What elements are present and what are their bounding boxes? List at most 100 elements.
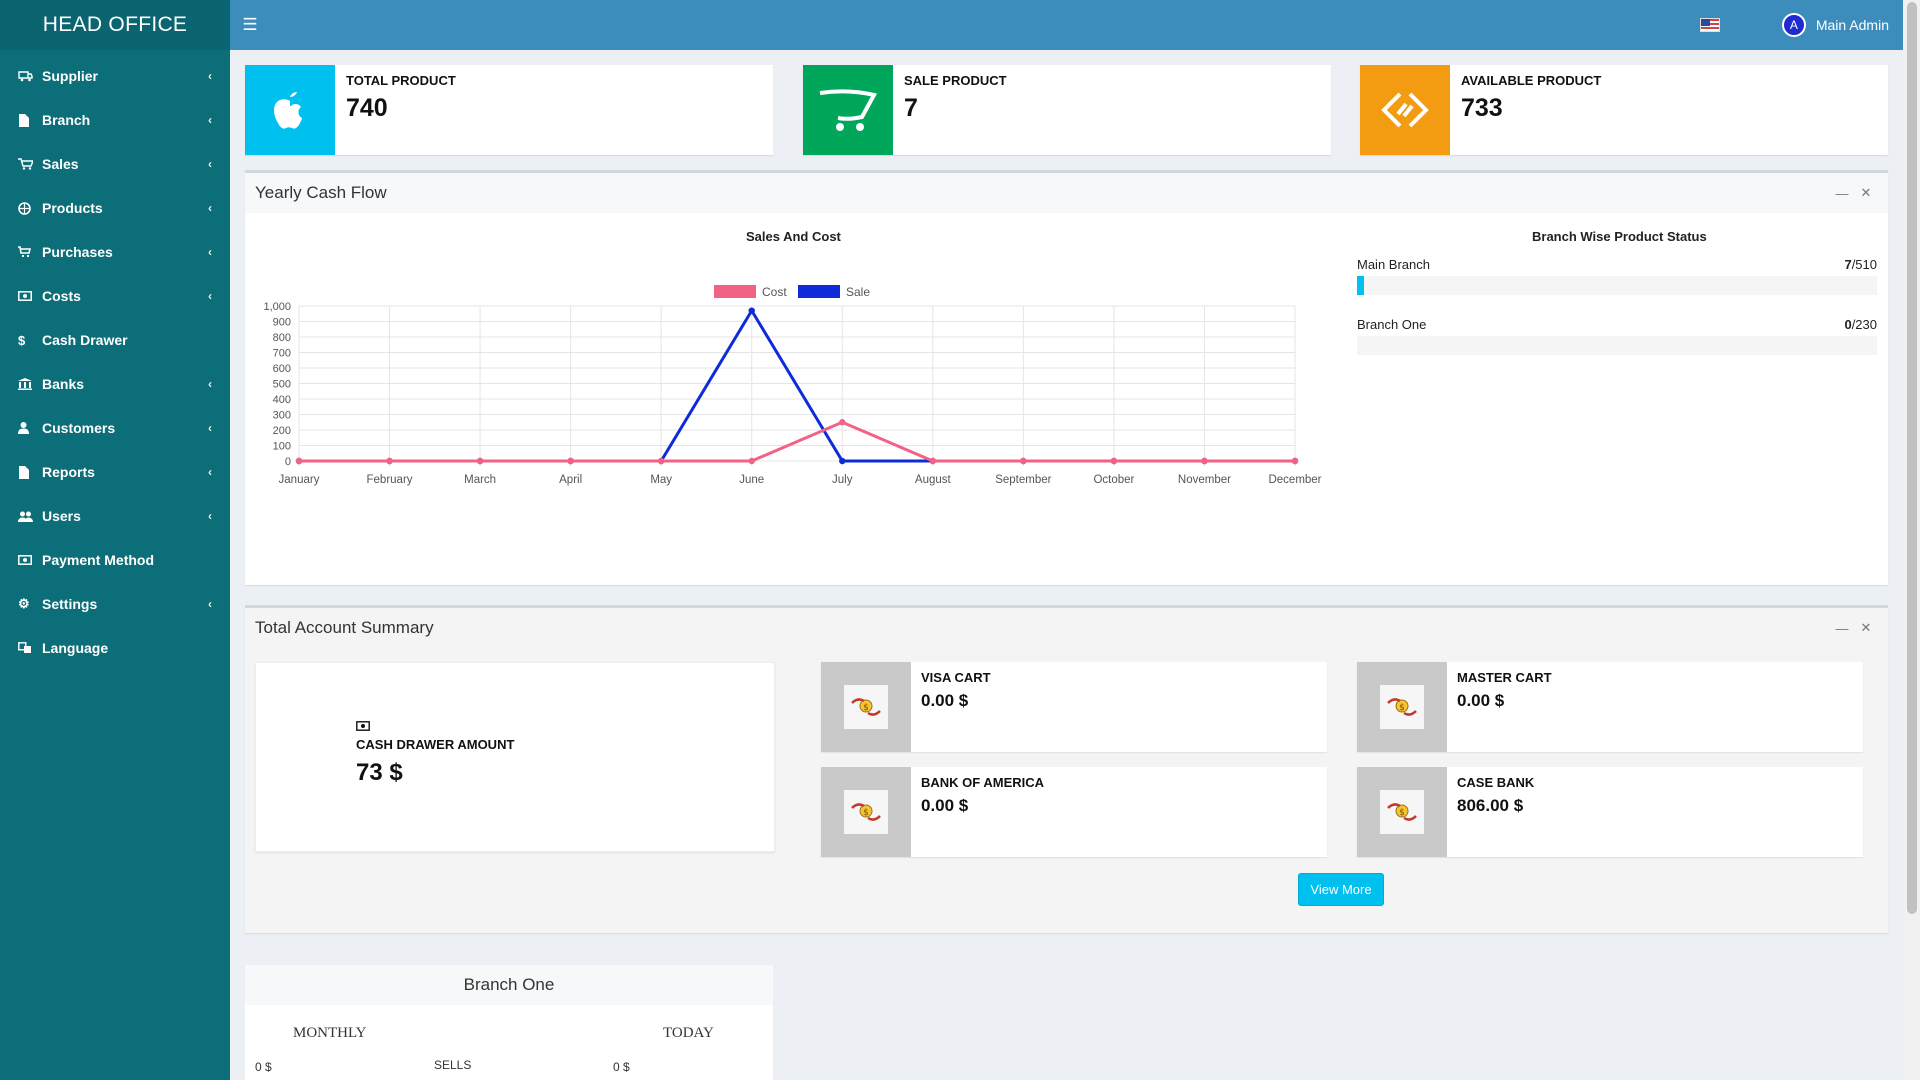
account-card-bank-of-america: $ BANK OF AMERICA 0.00 $ <box>821 767 1327 857</box>
top-navbar: ☰ A Main Admin <box>230 0 1903 50</box>
cash-drawer-label: CASH DRAWER AMOUNT <box>356 737 515 752</box>
collapse-icon[interactable]: — <box>1835 185 1849 201</box>
branch-progress-one: Branch One 0/230 <box>1357 317 1877 355</box>
branch-progress-main: Main Branch 7/510 <box>1357 257 1877 295</box>
sidebar-item-cash-drawer[interactable]: $ Cash Drawer <box>0 318 230 362</box>
sidebar-item-label: Products <box>42 200 103 216</box>
y-tick-label: 900 <box>273 317 291 329</box>
chevron-left-icon: ‹ <box>208 69 212 83</box>
chevron-left-icon: ‹ <box>208 157 212 171</box>
us-flag-icon[interactable] <box>1699 18 1720 32</box>
sidebar-item-products[interactable]: Products ‹ <box>0 186 230 230</box>
box-title: Yearly Cash Flow <box>255 183 387 202</box>
sidebar-item-label: Banks <box>42 376 85 392</box>
app-logo[interactable]: HEAD OFFICE <box>0 0 230 50</box>
scrollbar-thumb[interactable] <box>1907 2 1917 914</box>
sidebar-item-label: Reports <box>42 464 95 480</box>
sidebar-item-reports[interactable]: Reports ‹ <box>0 450 230 494</box>
series-line-sale <box>299 307 1295 463</box>
stat-value: 733 <box>1461 94 1503 122</box>
x-tick-label: November <box>1178 474 1231 486</box>
chevron-left-icon: ‹ <box>208 289 212 303</box>
money-icon <box>18 555 40 565</box>
x-tick-label: July <box>832 474 853 486</box>
sidebar-item-label: Cash Drawer <box>42 332 128 348</box>
y-tick-label: 0 <box>285 456 291 468</box>
money-hand-icon: $ <box>1380 790 1424 834</box>
y-tick-label: 400 <box>273 394 291 406</box>
data-point-cost <box>1201 457 1208 465</box>
legend-swatch <box>714 285 756 298</box>
bank-icon <box>18 378 40 390</box>
x-tick-label: October <box>1093 474 1134 486</box>
y-tick-label: 300 <box>273 410 291 422</box>
sidebar-item-users[interactable]: Users ‹ <box>0 494 230 538</box>
sells-label: SELLS <box>434 1058 472 1072</box>
sidebar-item-sales[interactable]: Sales ‹ <box>0 142 230 186</box>
globe-icon <box>18 201 40 215</box>
account-card-case-bank: $ CASE BANK 806.00 $ <box>1357 767 1863 857</box>
x-tick-label: December <box>1268 474 1321 486</box>
account-balance: 0.00 $ <box>921 691 969 710</box>
close-icon[interactable]: ✕ <box>1860 620 1872 635</box>
x-tick-label: March <box>464 474 496 486</box>
branch-sold: 0 <box>1844 317 1852 332</box>
account-balance: 0.00 $ <box>1457 691 1505 710</box>
page-scrollbar[interactable] <box>1903 0 1920 1080</box>
view-more-button[interactable]: View More <box>1298 873 1384 906</box>
users-icon <box>18 511 40 522</box>
branch-name: Branch One <box>1357 317 1427 332</box>
branch-name: Main Branch <box>1357 257 1430 272</box>
money-hand-icon: $ <box>1380 685 1424 729</box>
y-tick-label: 600 <box>273 363 291 375</box>
svg-text:$: $ <box>863 808 869 818</box>
sidebar-item-purchases[interactable]: Purchases ‹ <box>0 230 230 274</box>
branch-one-card: Branch One MONTHLY TODAY 0 $ SELLS 0 $ <box>245 965 773 1080</box>
branch-total: /510 <box>1851 257 1877 272</box>
close-icon[interactable]: ✕ <box>1860 185 1872 200</box>
x-tick-label: September <box>995 474 1051 486</box>
sidebar-item-label: Costs <box>42 288 81 304</box>
cash-drawer-card: CASH DRAWER AMOUNT 73 $ <box>255 662 775 852</box>
truck-icon <box>18 70 40 82</box>
today-label: TODAY <box>663 1025 714 1041</box>
chevron-left-icon: ‹ <box>208 509 212 523</box>
sidebar-item-branch[interactable]: Branch ‹ <box>0 98 230 142</box>
collapse-icon[interactable]: — <box>1835 620 1849 636</box>
sidebar-item-label: Supplier <box>42 68 99 84</box>
x-tick-label: June <box>739 474 764 486</box>
sidebar-item-banks[interactable]: Banks ‹ <box>0 362 230 406</box>
data-point-cost <box>748 457 755 465</box>
data-point-sale <box>748 307 755 314</box>
sidebar-item-label: Language <box>42 640 109 656</box>
data-point-cost <box>386 457 393 465</box>
dollar-icon: $ <box>18 332 26 348</box>
stat-value: 740 <box>346 94 388 122</box>
sidebar: HEAD OFFICE Supplier ‹ Branch ‹ Sales ‹ … <box>0 0 230 1080</box>
stat-value: 7 <box>904 94 918 122</box>
account-name: MASTER CART <box>1457 670 1552 685</box>
sidebar-item-supplier[interactable]: Supplier ‹ <box>0 54 230 98</box>
user-name: Main Admin <box>1815 17 1889 33</box>
sidebar-item-costs[interactable]: Costs ‹ <box>0 274 230 318</box>
file-icon <box>18 465 40 479</box>
stat-title: SALE PRODUCT <box>904 73 1007 88</box>
language-icon <box>18 642 40 654</box>
sidebar-item-customers[interactable]: Customers ‹ <box>0 406 230 450</box>
sidebar-item-language[interactable]: Language <box>0 626 230 670</box>
x-tick-label: April <box>559 474 582 486</box>
sidebar-toggle-icon[interactable]: ☰ <box>242 15 258 34</box>
user-menu[interactable]: A Main Admin <box>1781 13 1889 37</box>
branch-count: 0/230 <box>1844 317 1877 332</box>
sidebar-item-settings[interactable]: ⚙ Settings ‹ <box>0 582 230 626</box>
y-tick-label: 100 <box>273 441 291 453</box>
y-tick-label: 800 <box>273 332 291 344</box>
sidebar-item-payment-method[interactable]: Payment Method <box>0 538 230 582</box>
svg-text:$: $ <box>1399 703 1405 713</box>
account-balance: 0.00 $ <box>921 796 969 815</box>
account-card-visa: $ VISA CART 0.00 $ <box>821 662 1327 752</box>
monthly-label: MONTHLY <box>293 1025 367 1041</box>
cart-flat-icon <box>18 246 40 258</box>
monthly-sells-value: 0 $ <box>255 1060 272 1074</box>
stat-total-product: TOTAL PRODUCT 740 <box>245 65 773 155</box>
